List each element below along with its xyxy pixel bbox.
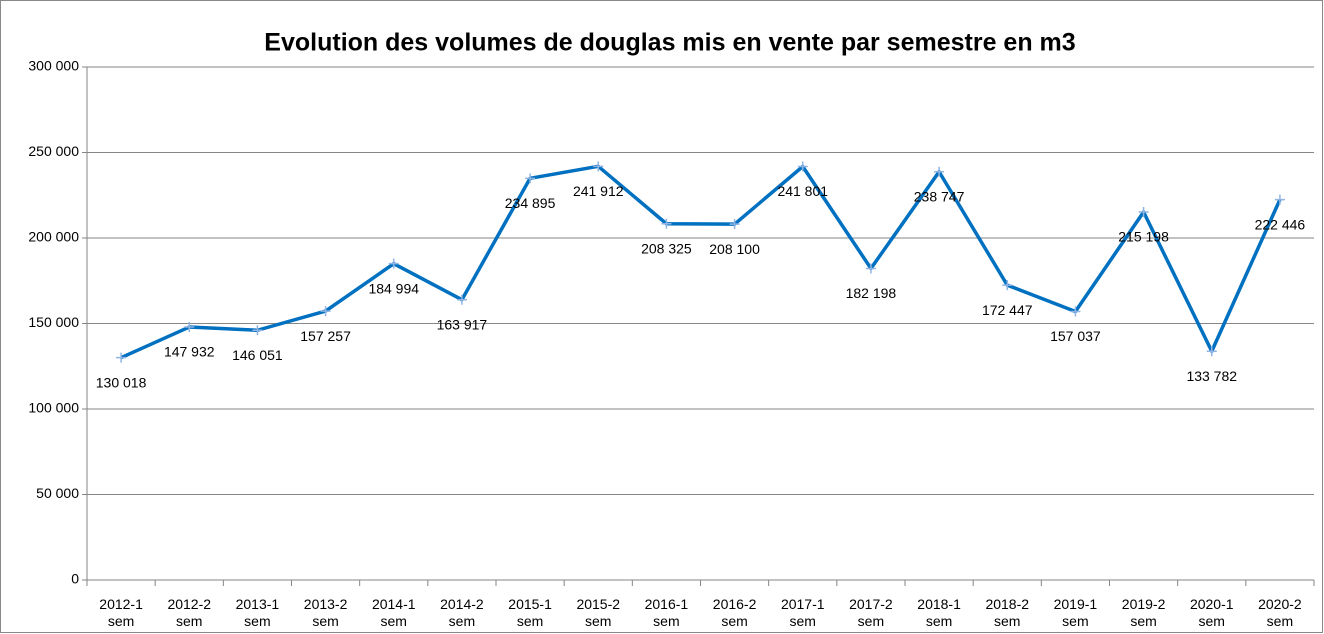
marker bbox=[252, 325, 263, 336]
y-tick-label: 50 000 bbox=[36, 485, 79, 501]
data-label: 130 018 bbox=[96, 374, 147, 390]
x-tick-label: 2018-2 sem bbox=[985, 596, 1030, 629]
x-tick-label: 2016-2 sem bbox=[712, 596, 757, 629]
marker bbox=[388, 258, 399, 269]
marker bbox=[525, 173, 536, 184]
data-label: 157 257 bbox=[300, 328, 351, 344]
series-line bbox=[120, 164, 1282, 360]
data-label: 222 446 bbox=[1255, 216, 1306, 232]
marker bbox=[1002, 280, 1013, 291]
marker bbox=[1138, 207, 1149, 218]
y-tick-label: 100 000 bbox=[28, 400, 79, 416]
x-tick-label: 2020-1 sem bbox=[1189, 596, 1234, 629]
x-tick-label: 2012-2 sem bbox=[167, 596, 212, 629]
x-tick-label: 2013-2 sem bbox=[303, 596, 348, 629]
marker bbox=[865, 263, 876, 274]
x-tick-label: 2020-2 sem bbox=[1258, 596, 1302, 629]
x-tick-label: 2014-2 sem bbox=[440, 596, 484, 629]
y-tick-label: 0 bbox=[71, 571, 79, 587]
data-label: 157 037 bbox=[1050, 328, 1101, 344]
data-label: 147 932 bbox=[164, 344, 215, 360]
y-tick-label: 150 000 bbox=[28, 314, 79, 330]
data-label: 208 325 bbox=[641, 240, 692, 256]
data-label: 215 198 bbox=[1118, 229, 1169, 245]
marker bbox=[1206, 346, 1217, 357]
marker bbox=[184, 322, 195, 333]
data-label: 133 782 bbox=[1186, 368, 1237, 384]
x-tick-label: 2019-2 sem bbox=[1121, 596, 1166, 629]
x-tick-label: 2016-1 sem bbox=[644, 596, 689, 629]
y-tick-label: 300 000 bbox=[28, 58, 79, 74]
y-tick-label: 250 000 bbox=[28, 143, 79, 159]
marker bbox=[797, 161, 808, 172]
marker bbox=[934, 166, 945, 177]
data-label: 182 198 bbox=[846, 285, 897, 301]
x-tick-label: 2012-1 sem bbox=[99, 596, 143, 629]
data-label: 241 912 bbox=[573, 183, 624, 199]
data-label: 184 994 bbox=[368, 280, 419, 296]
x-tick-label: 2018-1 sem bbox=[917, 596, 961, 629]
data-label: 238 747 bbox=[914, 188, 965, 204]
chart-title: Evolution des volumes de douglas mis en … bbox=[264, 29, 1075, 57]
marker bbox=[320, 306, 331, 317]
marker bbox=[1070, 306, 1081, 317]
data-label: 163 917 bbox=[437, 316, 488, 332]
data-label: 208 100 bbox=[709, 241, 760, 257]
data-label: 146 051 bbox=[232, 347, 283, 363]
x-tick-label: 2013-1 sem bbox=[235, 596, 280, 629]
x-tick-label: 2019-1 sem bbox=[1053, 596, 1098, 629]
data-label: 172 447 bbox=[982, 302, 1033, 318]
x-tick-label: 2015-1 sem bbox=[508, 596, 552, 629]
x-tick-label: 2015-2 sem bbox=[576, 596, 621, 629]
y-tick-label: 200 000 bbox=[28, 229, 79, 245]
marker bbox=[1274, 194, 1285, 205]
x-tick-label: 2017-1 sem bbox=[780, 596, 825, 629]
data-label: 234 895 bbox=[505, 195, 556, 211]
x-tick-label: 2017-2 sem bbox=[849, 596, 893, 629]
marker bbox=[593, 161, 604, 172]
marker bbox=[729, 219, 740, 230]
marker bbox=[456, 294, 467, 305]
marker bbox=[661, 218, 672, 229]
x-tick-label: 2014-1 sem bbox=[371, 596, 416, 629]
data-label: 241 801 bbox=[777, 183, 828, 199]
marker bbox=[116, 352, 127, 363]
